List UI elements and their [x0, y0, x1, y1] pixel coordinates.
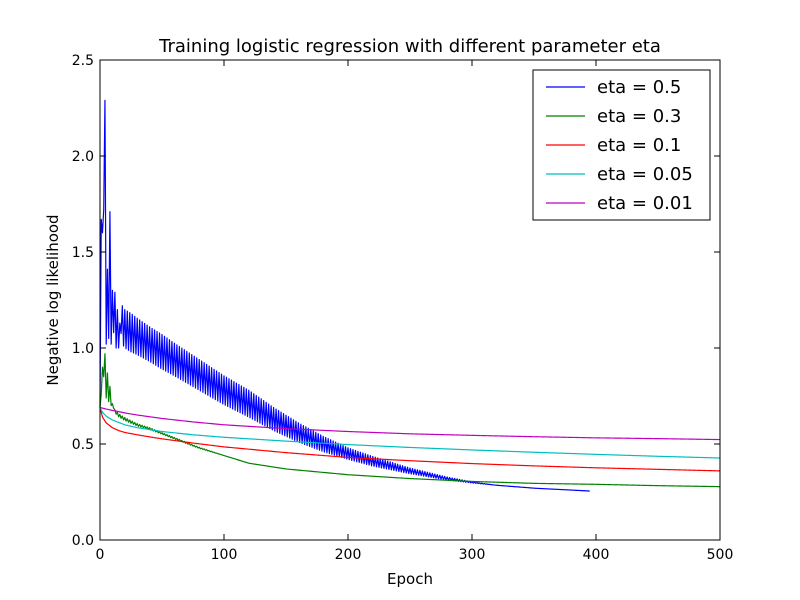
y-tick-label: 1.0 [72, 341, 94, 357]
legend: eta = 0.5 eta = 0.3 eta = 0.1 eta = 0.05 eta… [532, 69, 711, 221]
y-axis-label: Negative log likelihood [44, 214, 62, 385]
y-tick-label: 2.5 [72, 53, 94, 69]
legend-entry-label: eta = 0.5 [597, 77, 681, 98]
x-tick-label: 0 [96, 547, 105, 563]
y-tick-label: 0.0 [72, 533, 94, 549]
series-line-3 [99, 407, 721, 459]
legend-entry-label: eta = 0.1 [597, 135, 681, 156]
y-tick-label: 2.0 [72, 149, 94, 165]
y-tick-label: 0.5 [72, 437, 94, 453]
axes-frame [99, 59, 721, 541]
legend-entry-label: eta = 0.3 [597, 106, 681, 127]
axis-ticks: 0 100 200 300 400 500 0.0 0.5 1.0 1.5 2.0 2.5 [72, 53, 734, 563]
series-line-4 [99, 406, 721, 441]
x-tick-label: 400 [583, 547, 610, 563]
series-line-0 [99, 99, 590, 492]
x-tick-label: 200 [335, 547, 362, 563]
legend-entry-label: eta = 0.05 [597, 164, 693, 185]
plot-area [99, 99, 721, 492]
series-line-2 [99, 407, 721, 472]
x-tick-label: 300 [459, 547, 486, 563]
x-tick-label: 500 [707, 547, 734, 563]
x-axis-label: Epoch [387, 570, 433, 588]
chart-title: Training logistic regression with differ… [158, 36, 661, 57]
x-tick-label: 100 [211, 547, 238, 563]
series-line-1 [99, 353, 721, 488]
y-tick-label: 1.5 [72, 245, 94, 261]
legend-entry-label: eta = 0.01 [597, 193, 693, 214]
